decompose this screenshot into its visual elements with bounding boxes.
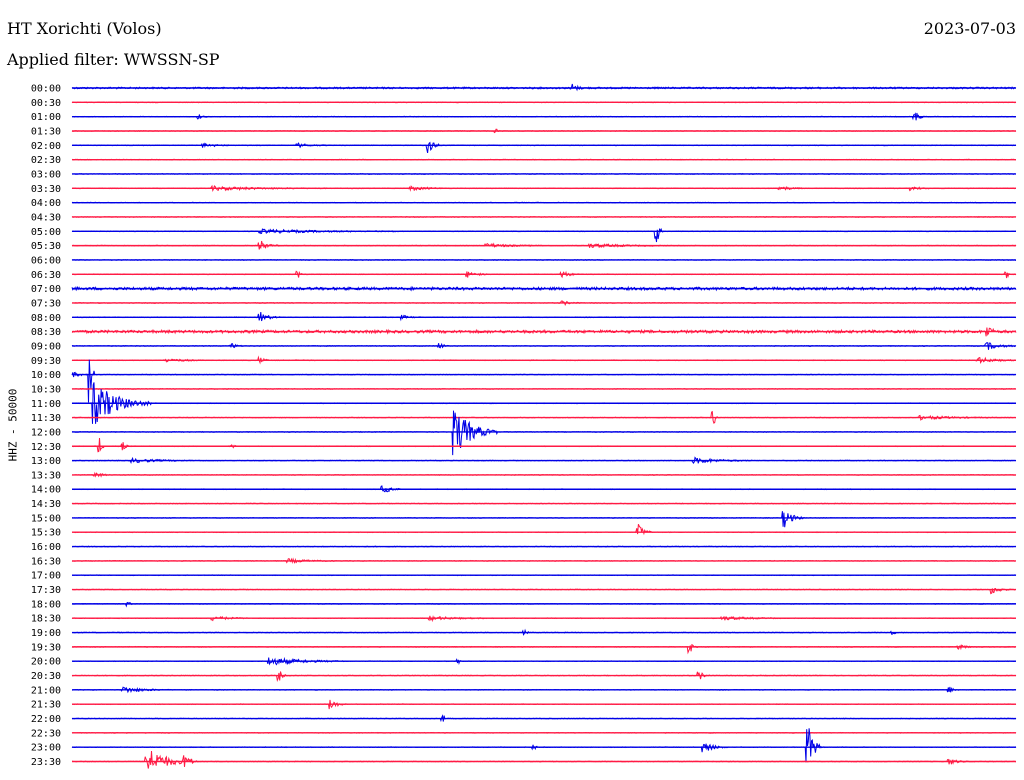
time-tick-label: 09:00: [31, 341, 61, 352]
seismic-trace-1500: [71, 511, 1017, 528]
seismic-trace-0000: [71, 83, 1017, 92]
time-tick-label: 05:00: [31, 227, 61, 238]
time-tick-label: 00:30: [31, 98, 61, 109]
time-tick-label: 03:00: [31, 169, 61, 180]
time-tick-label: 12:30: [31, 442, 61, 453]
time-tick-label: 16:30: [31, 556, 61, 567]
seismic-trace-0200: [71, 141, 1017, 154]
station-title: HT Xorichti (Volos): [7, 19, 162, 38]
seismic-trace-1000: [71, 359, 1017, 403]
time-tick-label: 10:00: [31, 370, 61, 381]
time-tick-label: 06:30: [31, 270, 61, 281]
time-tick-label: 11:30: [31, 413, 61, 424]
time-tick-label: 15:00: [31, 513, 61, 524]
time-tick-label: 23:00: [31, 743, 61, 754]
time-tick-label: 17:00: [31, 571, 61, 582]
time-tick-label: 14:30: [31, 499, 61, 510]
time-tick-label: 06:00: [31, 255, 61, 266]
time-tick-label: 12:00: [31, 427, 61, 438]
time-tick-label: 18:30: [31, 614, 61, 625]
time-tick-label: 04:30: [31, 212, 61, 223]
time-tick-label: 17:30: [31, 585, 61, 596]
time-tick-label: 22:30: [31, 728, 61, 739]
time-tick-label: 23:30: [31, 757, 61, 768]
time-tick-label: 00:00: [31, 84, 61, 95]
time-tick-label: 21:30: [31, 700, 61, 711]
time-tick-label: 05:30: [31, 241, 61, 252]
time-tick-label: 19:30: [31, 642, 61, 653]
time-tick-label: 13:30: [31, 470, 61, 481]
time-tick-label: 20:30: [31, 671, 61, 682]
time-tick-label: 07:30: [31, 298, 61, 309]
seismic-trace-2330: [71, 750, 1017, 769]
time-tick-label: 02:30: [31, 155, 61, 166]
time-tick-label: 11:00: [31, 399, 61, 410]
time-tick-label: 13:00: [31, 456, 61, 467]
time-tick-label: 09:30: [31, 356, 61, 367]
time-tick-label: 22:00: [31, 714, 61, 725]
seismic-trace-1230: [71, 437, 1017, 453]
time-tick-label: 01:00: [31, 112, 61, 123]
time-tick-label: 02:00: [31, 141, 61, 152]
time-tick-label: 15:30: [31, 528, 61, 539]
time-tick-label: 16:00: [31, 542, 61, 553]
time-tick-label: 10:30: [31, 384, 61, 395]
time-tick-label: 08:30: [31, 327, 61, 338]
date-label: 2023-07-03: [923, 19, 1016, 38]
time-tick-label: 18:00: [31, 599, 61, 610]
time-tick-label: 20:00: [31, 657, 61, 668]
time-tick-label: 03:30: [31, 184, 61, 195]
time-tick-label: 04:00: [31, 198, 61, 209]
filter-label: Applied filter: WWSSN-SP: [7, 50, 220, 69]
time-tick-label: 08:00: [31, 313, 61, 324]
seismic-trace-1930: [71, 643, 1017, 655]
time-tick-label: 14:00: [31, 485, 61, 496]
seismic-trace-0800: [71, 312, 1017, 322]
time-tick-label: 01:30: [31, 126, 61, 137]
time-tick-label: 19:00: [31, 628, 61, 639]
time-tick-label: 07:00: [31, 284, 61, 295]
time-tick-label: 21:00: [31, 685, 61, 696]
